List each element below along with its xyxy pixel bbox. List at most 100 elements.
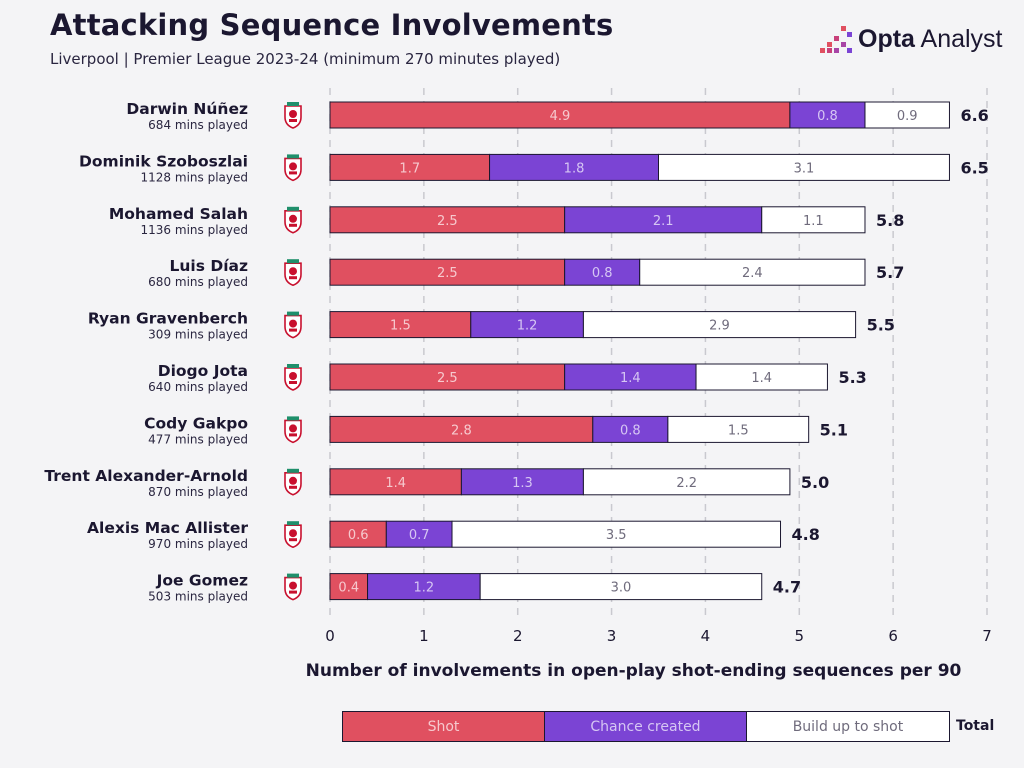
bar-segment: [479, 573, 763, 601]
crest-bird: [289, 476, 297, 485]
crest-bird: [289, 529, 297, 538]
segment-value-label: 0.4: [338, 581, 359, 596]
x-tick-label: 1: [419, 627, 429, 645]
legend-shot: Shot: [343, 712, 545, 741]
crest-top: [287, 521, 299, 526]
bar-segment: [460, 468, 584, 496]
segment-value-label: 1.4: [751, 371, 772, 386]
segment-value-label: 1.7: [399, 161, 420, 176]
segment-value-label: 3.5: [606, 528, 627, 543]
bar-segment: [385, 520, 453, 548]
liverpool-crest-icon: [284, 573, 302, 601]
liverpool-crest-icon: [284, 521, 302, 549]
legend-build-up: Build up to shot: [746, 712, 949, 741]
player-minutes: 503 mins played: [148, 590, 248, 604]
x-tick-label: 0: [325, 627, 335, 645]
segment-value-label: 1.4: [620, 371, 641, 386]
bar-segment: [489, 153, 659, 181]
total-value-label: 6.5: [960, 158, 988, 177]
bar-segment: [329, 206, 566, 234]
segment-value-label: 1.2: [517, 319, 538, 334]
player-minutes: 870 mins played: [148, 485, 248, 499]
segment-value-label: 0.8: [592, 266, 613, 281]
chart-title: Attacking Sequence Involvements: [50, 8, 614, 42]
player-minutes: 1136 mins played: [141, 223, 248, 237]
x-tick-label: 2: [513, 627, 523, 645]
bar-segment: [329, 468, 462, 496]
segment-value-label: 2.9: [709, 319, 730, 334]
crest-top: [287, 154, 299, 159]
total-value-label: 4.7: [773, 578, 801, 597]
player-minutes: 640 mins played: [148, 380, 248, 394]
bar-segment: [761, 206, 866, 234]
segment-value-label: 0.7: [409, 528, 430, 543]
crest-bird: [289, 372, 297, 380]
crest-bird: [289, 267, 297, 276]
segment-value-label: 1.5: [390, 319, 411, 334]
player-name: Darwin Núñez: [126, 100, 248, 118]
segment-value-label: 3.0: [611, 581, 632, 596]
bar-segment: [564, 206, 763, 234]
total-value-label: 5.7: [876, 263, 904, 282]
segment-value-label: 0.8: [620, 423, 641, 438]
segment-value-label: 0.9: [897, 109, 918, 124]
x-tick-label: 4: [701, 627, 711, 645]
total-value-label: 5.5: [867, 316, 895, 335]
liverpool-crest-icon: [284, 416, 302, 444]
segment-value-label: 2.8: [451, 423, 472, 438]
crest-bird: [289, 319, 297, 328]
bar-segment: [451, 520, 782, 548]
stacked-bar-chart: 0 1 2 3 4 5 6 7 Number of involvements in open-p…: [44, 88, 992, 681]
crest-top: [287, 573, 299, 578]
crest-top: [287, 364, 299, 368]
crest-base: [289, 590, 297, 594]
player-minutes: 309 mins played: [148, 328, 248, 342]
total-value-label: 5.3: [838, 368, 866, 387]
segment-value-label: 2.5: [437, 266, 458, 281]
brand-name: Opta Analyst: [858, 25, 1003, 53]
segment-value-label: 0.6: [348, 528, 369, 543]
segment-value-label: 1.4: [385, 476, 406, 491]
player-minutes: 684 mins played: [148, 118, 248, 132]
crest-top: [287, 468, 299, 473]
x-tick-label: 7: [982, 627, 992, 645]
segment-value-label: 1.3: [512, 476, 533, 491]
crest-top: [287, 102, 299, 106]
crest-bird: [289, 162, 297, 171]
crest-top: [287, 206, 299, 211]
crest-bird: [289, 424, 297, 433]
player-minutes: 970 mins played: [148, 537, 248, 551]
bar-segment: [639, 258, 866, 286]
crest-top: [287, 259, 299, 264]
player-minutes: 680 mins played: [148, 275, 248, 289]
liverpool-crest-icon: [284, 364, 302, 391]
total-value-label: 5.8: [876, 211, 904, 230]
bar-segment: [329, 573, 369, 601]
liverpool-crest-icon: [284, 311, 302, 339]
player-name: Luis Díaz: [169, 257, 248, 275]
bar-segment: [329, 101, 791, 129]
player-name: Trent Alexander-Arnold: [44, 467, 248, 485]
bar-segment: [582, 311, 857, 339]
segment-value-label: 2.4: [742, 266, 763, 281]
x-tick-label: 6: [888, 627, 898, 645]
bar-segment: [658, 153, 950, 181]
legend-chance-created: Chance created: [544, 712, 747, 741]
bar-segment: [329, 258, 566, 286]
legend-total: Total: [956, 718, 995, 734]
total-value-label: 6.6: [960, 106, 988, 125]
player-name: Ryan Gravenberch: [88, 310, 248, 328]
x-tick-label: 5: [795, 627, 805, 645]
segment-value-label: 1.1: [803, 214, 824, 229]
bar-segment: [582, 468, 791, 496]
bar-segment: [329, 363, 566, 391]
crest-base: [289, 223, 297, 227]
player-minutes: 477 mins played: [148, 432, 248, 446]
liverpool-crest-icon: [284, 102, 302, 129]
liverpool-crest-icon: [284, 154, 302, 182]
crest-base: [289, 433, 297, 437]
player-name: Mohamed Salah: [109, 205, 248, 223]
segment-value-label: 1.5: [728, 423, 749, 438]
segment-value-label: 1.2: [414, 581, 435, 596]
crest-bird: [289, 110, 297, 118]
